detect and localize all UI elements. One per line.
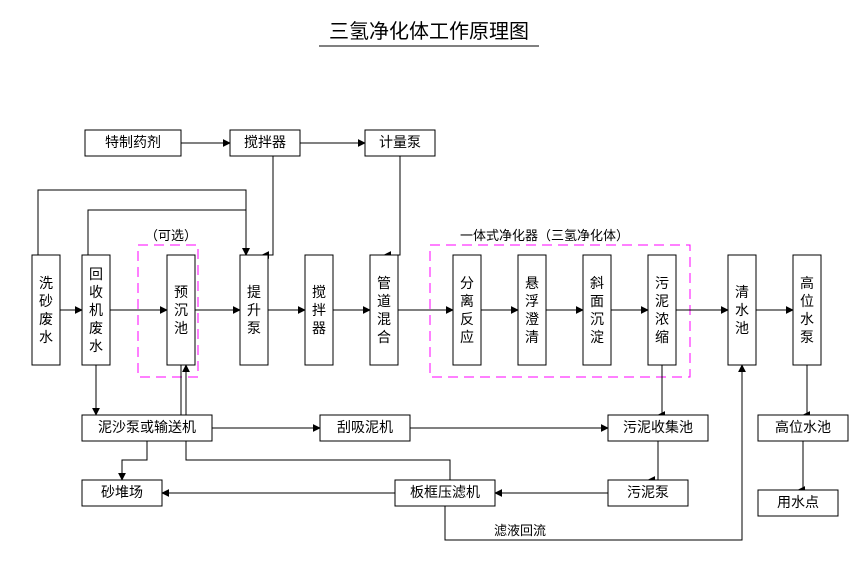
node-inclined: 斜面沉淀 <box>583 255 611 365</box>
node-filterpress: 板框压滤机 <box>395 480 495 506</box>
node-label-filterpress: 板框压滤机 <box>410 485 480 501</box>
group-label-integrated: 一体式净化器（三氢净化体） <box>460 228 629 243</box>
node-sludgetank: 污泥收集池 <box>608 415 708 441</box>
node-highpump: 高位水泵 <box>793 255 821 365</box>
node-label-clearwater: 清水池 <box>735 285 749 337</box>
node-recycled: 回收机废水 <box>82 255 110 365</box>
node-presed: 预沉池 <box>167 255 195 365</box>
edge-sludgetank-to-sludgepump <box>648 441 658 480</box>
node-sandpump: 泥沙泵或输送机 <box>82 415 212 441</box>
edge-stirrer_top-to-liftpump <box>262 156 273 255</box>
edge-sludgeconc-to-sludgetank <box>658 365 662 415</box>
node-sludgeconc: 污泥浓缩 <box>648 255 676 365</box>
node-label-recycled: 回收机废水 <box>89 267 103 355</box>
node-label-presed: 预沉池 <box>174 285 188 337</box>
node-label-sandpump: 泥沙泵或输送机 <box>98 420 196 436</box>
group-label-optional: （可选） <box>145 228 197 243</box>
edge-highpump-to-hightank <box>803 365 807 415</box>
node-liftpump: 提升泵 <box>240 255 268 365</box>
node-label-scraper: 刮吸泥机 <box>337 420 393 436</box>
node-label-hightank: 高位水池 <box>775 419 831 436</box>
edge-sandpump-to-sandyard <box>122 441 147 480</box>
node-label-sludgepump: 污泥泵 <box>627 485 669 501</box>
node-pipemix: 管道混合 <box>370 255 398 365</box>
node-meterpump: 计量泵 <box>365 130 435 156</box>
node-washwater: 洗砂废水 <box>32 255 60 365</box>
node-clearwater: 清水池 <box>728 255 756 365</box>
edge-filterpress-to-clearwater <box>445 365 742 540</box>
node-sandyard: 砂堆场 <box>82 480 162 506</box>
node-label-stirrer_top: 搅拌器 <box>244 135 286 151</box>
node-label-liftpump: 提升泵 <box>247 285 261 337</box>
node-mixer: 搅拌器 <box>305 255 333 365</box>
node-label-sludgetank: 污泥收集池 <box>623 419 693 436</box>
edge-meterpump-to-pipemix <box>384 156 400 255</box>
diagram-title: 三氢净化体工作原理图 <box>319 20 539 46</box>
edge-hightank-to-usepoint <box>798 441 803 490</box>
node-label-mixer: 搅拌器 <box>312 285 326 337</box>
node-stirrer_top: 搅拌器 <box>230 130 300 156</box>
node-hightank: 高位水池 <box>758 415 848 441</box>
node-scraper: 刮吸泥机 <box>320 415 410 441</box>
node-reagent: 特制药剂 <box>85 130 181 156</box>
node-usepoint: 用水点 <box>758 490 838 516</box>
node-label-usepoint: 用水点 <box>777 495 819 511</box>
svg-text:三氢净化体工作原理图: 三氢净化体工作原理图 <box>329 20 529 43</box>
node-label-sandyard: 砂堆场 <box>101 485 143 501</box>
caption-0: 滤液回流 <box>494 523 546 538</box>
node-label-meterpump: 计量泵 <box>379 135 421 151</box>
node-septank: 分离反应 <box>453 255 481 365</box>
node-suspclar: 悬浮澄清 <box>518 255 546 365</box>
node-sludgepump: 污泥泵 <box>608 480 688 506</box>
flowchart-diagram: 三氢净化体工作原理图（可选）一体式净化器（三氢净化体）特制药剂搅拌器计量泵洗砂废… <box>0 0 858 586</box>
node-label-reagent: 特制药剂 <box>105 135 161 151</box>
